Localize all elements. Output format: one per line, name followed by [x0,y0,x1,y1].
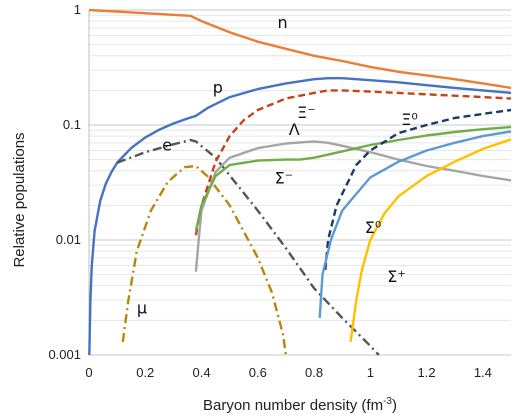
series-label-Sigma+: Σ⁺ [387,267,406,286]
series-label-p: p [213,78,223,97]
x-tick-label: 0.4 [192,365,210,380]
series-line-p [88,77,512,356]
grid-lines [88,9,511,356]
series-lines [88,8,512,356]
x-axis-title: Baryon number density (fm-3) [203,396,397,414]
x-tick-label: 1 [367,365,374,380]
x-tick-label: 0.2 [136,365,154,380]
y-tick-label: 0.001 [48,347,81,362]
x-tick-label: 1.4 [474,365,492,380]
series-line-Sigma+ [349,138,512,343]
y-tick-label: 1 [74,2,81,17]
series-label-Xi-: Ξ⁻ [297,103,316,122]
series-line-e [116,138,380,356]
series-line-n [88,8,512,90]
x-axis-title-main: Baryon number density (fm [203,397,383,414]
series-label-Sigma0: Σ⁰ [365,218,382,237]
x-tick-label: 0.8 [305,365,323,380]
series-label-Xi0: Ξ⁰ [401,110,418,129]
series-line-Xi- [194,89,512,236]
x-axis-title-end: ) [392,397,397,414]
series-line-Xi0 [324,108,512,271]
series-labels: n p e μ Ξ⁻Λ Σ⁻ Ξ⁰ Σ⁰ Σ⁺ [137,13,418,318]
y-axis-title: Relative populations [11,132,28,267]
series-label-mu: μ [137,298,147,317]
x-tick-label: 0 [85,365,92,380]
tick-labels: 0 0.2 0.4 0.6 0.8 1 1.2 1.4 0.001 0.01 0.1 1 [48,2,491,380]
series-label-Sigma-: Σ⁻ [275,168,294,187]
series-line-Sigma- [194,125,512,232]
series-line-Sigma0 [318,130,512,318]
x-tick-label: 1.2 [418,365,436,380]
x-axis-title-sup: -3 [383,396,392,407]
y-tick-label: 0.01 [56,232,81,247]
y-tick-label: 0.1 [63,117,81,132]
series-label-e: e [162,136,172,155]
x-tick-label: 0.6 [249,365,267,380]
series-line-Lambda [194,140,512,272]
series-label-Lambda: Λ [289,120,300,139]
series-line-mu [121,164,288,356]
series-label-n: n [277,13,287,32]
